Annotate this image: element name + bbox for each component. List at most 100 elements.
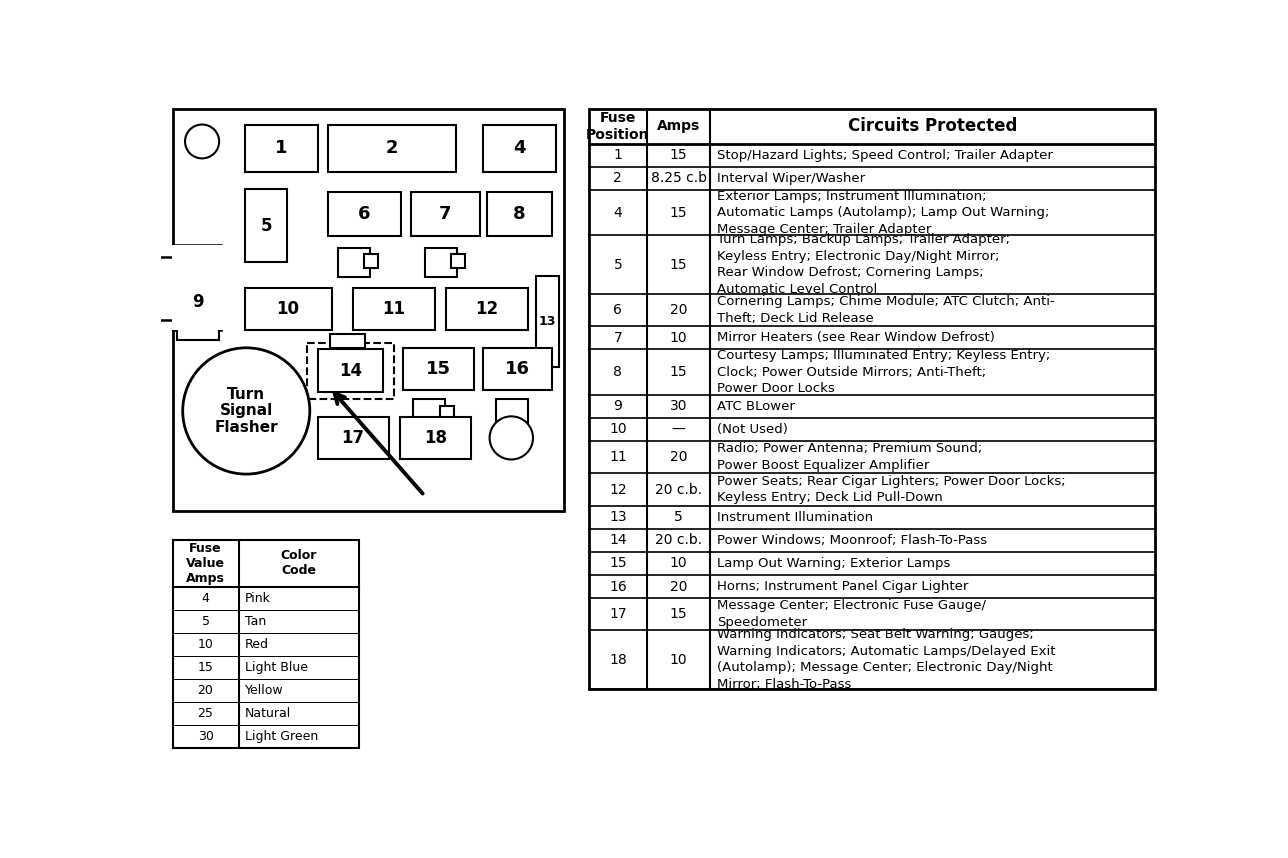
Text: 20: 20	[197, 684, 214, 697]
Text: 7: 7	[613, 331, 622, 345]
Text: 8: 8	[513, 205, 526, 223]
Bar	[245, 190, 287, 263]
Text: Red: Red	[245, 637, 269, 650]
Text: 15: 15	[670, 257, 688, 272]
Bar	[403, 347, 474, 390]
Text: Amps: Amps	[657, 119, 701, 134]
Bar	[413, 400, 446, 430]
Text: 15: 15	[609, 557, 627, 571]
Text: 15: 15	[670, 607, 688, 621]
Text: 12: 12	[475, 300, 498, 318]
Bar	[330, 334, 365, 347]
Bar	[245, 287, 331, 330]
Text: 13: 13	[609, 511, 627, 524]
Bar	[536, 276, 559, 367]
Text: 8: 8	[613, 365, 622, 379]
Text: 4: 4	[613, 206, 622, 220]
Bar	[327, 191, 402, 236]
Bar	[425, 248, 457, 277]
Bar	[451, 254, 465, 268]
Bar	[307, 343, 394, 399]
Text: 6: 6	[613, 303, 622, 317]
Text: 1: 1	[276, 139, 287, 157]
Text: 20: 20	[670, 303, 688, 317]
Bar	[158, 257, 174, 320]
Text: 30: 30	[670, 399, 688, 414]
Text: Radio; Power Antenna; Premium Sound;
Power Boost Equalizer Amplifier: Radio; Power Antenna; Premium Sound; Pow…	[716, 443, 981, 472]
Text: 8.25 c.b: 8.25 c.b	[650, 172, 707, 185]
Text: Cornering Lamps; Chime Module; ATC Clutch; Anti-
Theft; Deck Lid Release: Cornering Lamps; Chime Module; ATC Clutc…	[716, 295, 1055, 325]
Text: Stop/Hazard Lights; Speed Control; Trailer Adapter: Stop/Hazard Lights; Speed Control; Trail…	[716, 148, 1052, 162]
Text: 15: 15	[670, 148, 688, 162]
Bar	[353, 287, 434, 330]
Bar	[245, 124, 318, 172]
Text: 2: 2	[385, 139, 398, 157]
Text: 14: 14	[609, 534, 627, 547]
Text: 10: 10	[277, 300, 300, 318]
Bar	[446, 287, 528, 330]
Text: —: —	[672, 422, 685, 437]
Text: 30: 30	[197, 730, 214, 743]
Bar	[483, 124, 556, 172]
Text: 25: 25	[197, 707, 214, 720]
Bar	[487, 191, 553, 236]
Bar	[318, 349, 384, 392]
Text: 10: 10	[670, 331, 688, 345]
Text: Mirror Heaters (see Rear Window Defrost): Mirror Heaters (see Rear Window Defrost)	[716, 331, 994, 344]
Text: 5: 5	[613, 257, 622, 272]
Text: Yellow: Yellow	[245, 684, 283, 697]
Bar	[483, 347, 553, 390]
Text: Signal: Signal	[220, 403, 273, 419]
Text: 5: 5	[260, 217, 272, 235]
Text: Lamp Out Warning; Exterior Lamps: Lamp Out Warning; Exterior Lamps	[716, 557, 951, 570]
Text: 20: 20	[670, 579, 688, 594]
Text: Warning Indicators; Seat Belt Warning; Gauges;
Warning Indicators; Automatic Lam: Warning Indicators; Seat Belt Warning; G…	[716, 628, 1055, 691]
Text: 16: 16	[609, 579, 627, 594]
Text: 20: 20	[670, 450, 688, 464]
Text: Color
Code: Color Code	[281, 549, 317, 577]
Text: 15: 15	[670, 365, 688, 379]
Text: 10: 10	[609, 422, 627, 437]
Bar	[176, 263, 219, 340]
Text: Natural: Natural	[245, 707, 291, 720]
Bar	[171, 245, 224, 330]
Text: 5: 5	[201, 614, 210, 628]
Text: 11: 11	[609, 450, 627, 464]
Text: Fuse
Value
Amps: Fuse Value Amps	[185, 542, 225, 585]
Text: 2: 2	[613, 172, 622, 185]
Bar	[411, 191, 480, 236]
Text: Pink: Pink	[245, 591, 270, 605]
Text: Flasher: Flasher	[214, 420, 278, 435]
Bar	[365, 254, 377, 268]
Text: Power Seats; Rear Cigar Lighters; Power Door Locks;
Keyless Entry; Deck Lid Pull: Power Seats; Rear Cigar Lighters; Power …	[716, 474, 1065, 505]
Text: 1: 1	[613, 148, 622, 162]
Text: 15: 15	[197, 661, 214, 674]
Text: 14: 14	[339, 361, 362, 379]
Text: Fuse
Position: Fuse Position	[586, 112, 649, 142]
Bar	[337, 248, 370, 277]
Text: Instrument Illumination: Instrument Illumination	[716, 511, 873, 523]
Text: Exterior Lamps; Instrument Illumination;
Automatic Lamps (Autolamp); Lamp Out Wa: Exterior Lamps; Instrument Illumination;…	[716, 190, 1048, 236]
Circle shape	[185, 124, 219, 159]
Text: Horns; Instrument Panel Cigar Lighter: Horns; Instrument Panel Cigar Lighter	[716, 580, 969, 593]
Bar	[496, 400, 528, 430]
Bar	[173, 245, 220, 330]
Text: Circuits Protected: Circuits Protected	[848, 118, 1018, 136]
Text: 5: 5	[675, 511, 683, 524]
Bar	[318, 417, 389, 460]
Text: 6: 6	[358, 205, 371, 223]
Bar	[173, 109, 564, 511]
Bar	[589, 109, 1154, 689]
Bar	[173, 541, 358, 748]
Text: 17: 17	[609, 607, 627, 621]
Text: Light Blue: Light Blue	[245, 661, 308, 674]
Text: Tan: Tan	[245, 614, 265, 628]
Bar	[440, 406, 453, 420]
Text: 18: 18	[424, 429, 447, 447]
Text: ATC BLower: ATC BLower	[716, 400, 795, 413]
Text: 9: 9	[613, 399, 622, 414]
Text: 15: 15	[426, 360, 451, 378]
Text: 16: 16	[505, 360, 529, 378]
Text: Power Windows; Moonroof; Flash-To-Pass: Power Windows; Moonroof; Flash-To-Pass	[716, 534, 987, 547]
Text: Turn: Turn	[227, 386, 265, 402]
